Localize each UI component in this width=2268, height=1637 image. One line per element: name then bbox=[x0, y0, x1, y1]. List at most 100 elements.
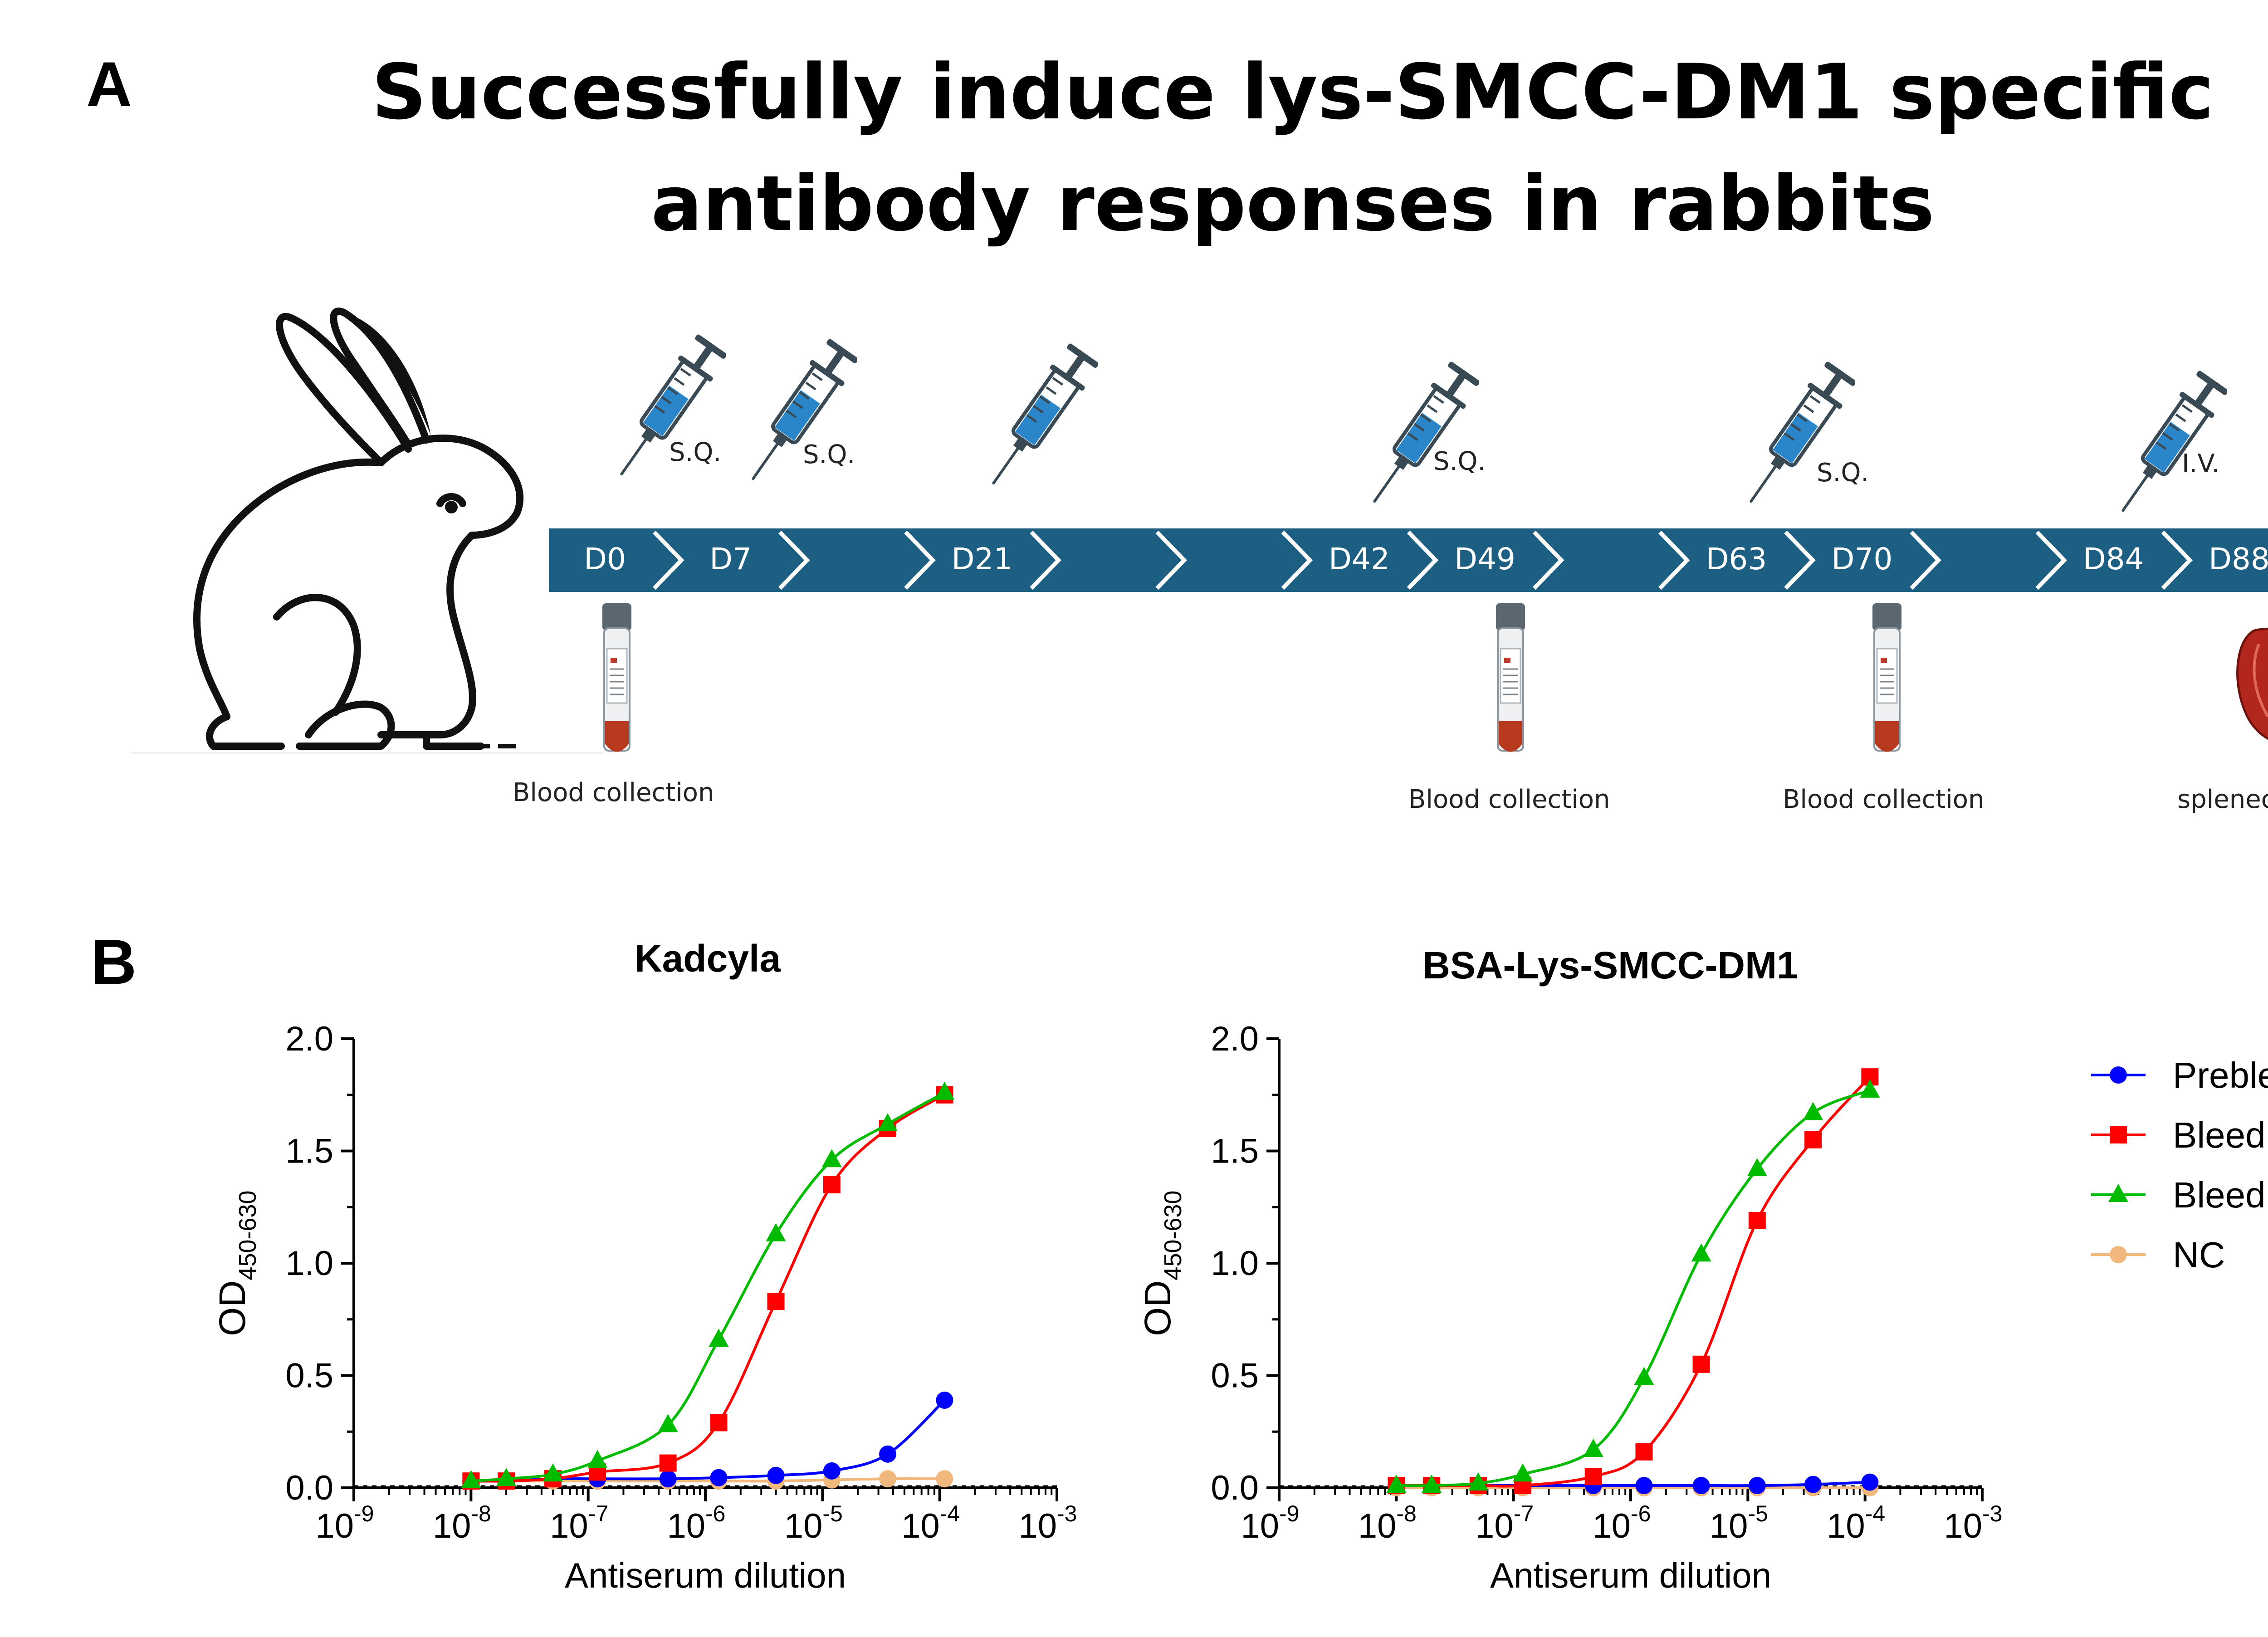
timeline-chevron bbox=[2035, 530, 2067, 590]
data-point-prebleed bbox=[1804, 1476, 1822, 1493]
x-tick-label: 10-5 bbox=[1710, 1501, 1768, 1545]
panel-b-letter: B bbox=[91, 926, 137, 997]
y-axis-label: OD450-630 bbox=[1137, 1190, 1187, 1336]
data-point-bleed-iii bbox=[1691, 1243, 1711, 1262]
data-point-bleed-iii bbox=[496, 1468, 517, 1486]
syringe-icon bbox=[752, 339, 857, 480]
data-point-bleed-iii bbox=[766, 1223, 786, 1241]
event-label: Blood collection bbox=[1408, 785, 1610, 814]
x-tick-label: 10-7 bbox=[1475, 1501, 1534, 1545]
data-point-prebleed bbox=[710, 1469, 728, 1486]
data-point-prebleed bbox=[1861, 1473, 1879, 1491]
data-point-prebleed bbox=[879, 1445, 897, 1463]
timeline-chevron bbox=[1784, 530, 1816, 590]
y-tick-label: 0.0 bbox=[1211, 1469, 1259, 1507]
timeline-chevron bbox=[652, 530, 684, 590]
legend-marker bbox=[2108, 1184, 2128, 1202]
data-point-bleed-iii bbox=[587, 1450, 608, 1468]
timeline-day-label: D84 bbox=[2082, 542, 2144, 577]
timeline-chevron bbox=[1281, 530, 1313, 590]
data-point-prebleed bbox=[767, 1466, 785, 1484]
data-point-bleed-iii bbox=[1422, 1475, 1442, 1493]
data-point-bleed-iii bbox=[1747, 1158, 1767, 1177]
event-label: Blood collection bbox=[1783, 785, 1984, 814]
legend-label: Bleed II bbox=[2173, 1115, 2268, 1155]
series-line-bleed-ii bbox=[471, 1094, 945, 1483]
data-point-bleed-iii bbox=[1860, 1079, 1880, 1098]
timeline-background bbox=[549, 528, 2268, 592]
syringe-icon bbox=[1373, 362, 1479, 503]
chart-title-bsa: BSA-Lys-SMCC-DM1 bbox=[1422, 944, 1798, 987]
data-point-bleed-iii bbox=[709, 1329, 729, 1347]
legend-marker bbox=[2110, 1066, 2127, 1084]
x-tick-label: 10-3 bbox=[1018, 1501, 1077, 1545]
panel-a-letter: A bbox=[86, 49, 132, 120]
legend-label: Bleed III bbox=[2173, 1175, 2268, 1215]
data-point-nc bbox=[936, 1470, 953, 1488]
data-point-bleed-iii bbox=[821, 1149, 842, 1168]
legend-marker bbox=[2110, 1126, 2127, 1143]
data-point-bleed-ii bbox=[1584, 1468, 1602, 1486]
data-point-bleed-ii bbox=[710, 1414, 728, 1432]
legend-label: NC bbox=[2173, 1235, 2225, 1275]
x-tick-label: 10-6 bbox=[667, 1501, 725, 1545]
timeline-day-label: D88 bbox=[2209, 542, 2268, 577]
x-tick-label: 10-9 bbox=[315, 1501, 374, 1545]
data-point-bleed-ii bbox=[1804, 1131, 1822, 1148]
blood-tube-icon bbox=[602, 603, 631, 752]
y-tick-label: 1.0 bbox=[1211, 1244, 1259, 1283]
x-tick-label: 10-8 bbox=[1358, 1501, 1417, 1545]
blood-tube-icon bbox=[1872, 603, 1901, 752]
y-tick-label: 1.0 bbox=[285, 1244, 333, 1283]
timeline-day-label: D7 bbox=[709, 542, 752, 577]
y-tick-label: 2.0 bbox=[285, 1020, 333, 1058]
data-point-prebleed bbox=[1635, 1477, 1653, 1495]
timeline-chevron bbox=[2161, 530, 2193, 590]
data-point-bleed-iii bbox=[658, 1414, 678, 1432]
syringe-icon bbox=[620, 334, 726, 476]
data-point-prebleed bbox=[659, 1470, 677, 1488]
timeline-day-label: D70 bbox=[1831, 542, 1893, 577]
timeline-chevron bbox=[1532, 530, 1564, 590]
spleen-icon bbox=[2236, 627, 2268, 740]
series-line-prebleed bbox=[471, 1399, 946, 1483]
data-point-bleed-iii bbox=[934, 1081, 955, 1100]
y-tick-label: 0.0 bbox=[285, 1469, 333, 1507]
injection-route-label: S.Q. bbox=[1433, 447, 1486, 476]
x-tick-label: 10-9 bbox=[1241, 1501, 1299, 1545]
x-tick-label: 10-3 bbox=[1944, 1501, 2002, 1545]
timeline-day-label: D21 bbox=[951, 542, 1013, 577]
timeline-chevron bbox=[1030, 530, 1061, 590]
x-axis-label: Antiserum dilution bbox=[1490, 1555, 1771, 1595]
timeline-chevron bbox=[904, 530, 936, 590]
timeline-chevron bbox=[1658, 530, 1690, 590]
chart-title-kadcyla: Kadcyla bbox=[634, 937, 781, 980]
data-point-bleed-ii bbox=[1748, 1212, 1766, 1229]
timeline-chevron bbox=[1910, 530, 1941, 590]
x-tick-label: 10-6 bbox=[1592, 1501, 1651, 1545]
x-tick-label: 10-5 bbox=[784, 1501, 843, 1545]
data-point-prebleed bbox=[1748, 1477, 1766, 1495]
data-point-bleed-ii bbox=[659, 1454, 677, 1472]
data-point-bleed-ii bbox=[1692, 1355, 1710, 1373]
data-point-bleed-ii bbox=[767, 1293, 785, 1310]
data-point-bleed-iii bbox=[1468, 1472, 1488, 1491]
page-title-line2: antibody responses in rabbits bbox=[651, 159, 1935, 248]
page-title-line1: Successfully induce lys-SMCC-DM1 specifi… bbox=[371, 48, 2214, 137]
data-point-bleed-iii bbox=[1583, 1438, 1603, 1457]
syringe-icon bbox=[992, 343, 1098, 485]
chart-bsa-lys-smcc-dm1: 0.0 0.5 1.0 1.5 2.0 10-9 10-8 10-7 10-6 10-5 10-4 1… bbox=[1137, 1020, 2003, 1595]
data-point-bleed-iii bbox=[878, 1113, 898, 1132]
y-tick-label: 1.5 bbox=[285, 1132, 333, 1171]
event-label: splenectomy bbox=[2177, 785, 2268, 814]
timeline-day-label: D63 bbox=[1706, 542, 1767, 577]
rabbit-icon bbox=[132, 308, 603, 754]
timeline-day-label: D0 bbox=[584, 542, 626, 577]
y-axis-label: OD450-630 bbox=[212, 1190, 261, 1336]
x-tick-label: 10-4 bbox=[1827, 1501, 1885, 1545]
syringe-icon bbox=[1750, 362, 1855, 503]
x-tick-label: 10-4 bbox=[901, 1501, 960, 1545]
data-point-bleed-iii bbox=[543, 1463, 563, 1482]
timeline-bar bbox=[549, 528, 2268, 592]
y-tick-label: 0.5 bbox=[285, 1357, 333, 1395]
